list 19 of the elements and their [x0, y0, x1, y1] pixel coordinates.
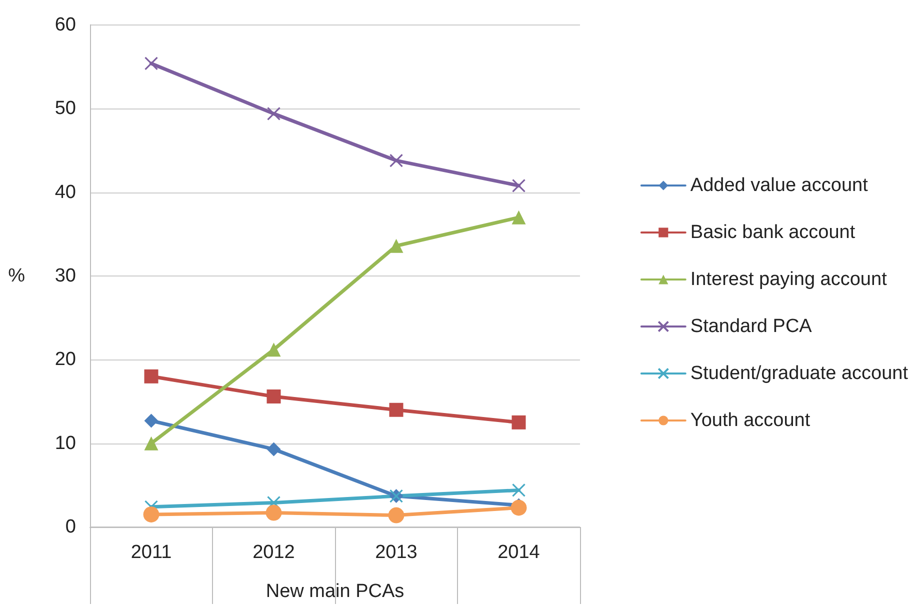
y-tick-label: 40	[54, 182, 76, 203]
legend-label: Interest paying account	[690, 269, 888, 290]
y-axis-title: %	[8, 266, 26, 286]
y-tick-label: 20	[54, 349, 76, 370]
y-tick-label: 30	[54, 266, 76, 286]
legend-label: Student/graduate account	[690, 363, 909, 384]
y-tick-label: 60	[54, 14, 76, 36]
legend-label: Standard PCA	[690, 316, 812, 337]
legend-label: Youth account	[690, 410, 811, 431]
legend-label: Basic bank account	[690, 222, 856, 243]
x-tick-label: 2013	[375, 542, 418, 563]
x-tick-label: 2012	[252, 542, 295, 563]
x-tick-label: 2011	[130, 542, 172, 563]
y-tick-label: 50	[54, 98, 76, 120]
x-axis-title: New main PCAs	[266, 581, 404, 602]
legend-label: Added value account	[690, 175, 869, 196]
y-tick-label: 10	[54, 432, 76, 454]
x-tick-label: 2014	[498, 542, 540, 563]
y-tick-label: 0	[65, 516, 76, 538]
